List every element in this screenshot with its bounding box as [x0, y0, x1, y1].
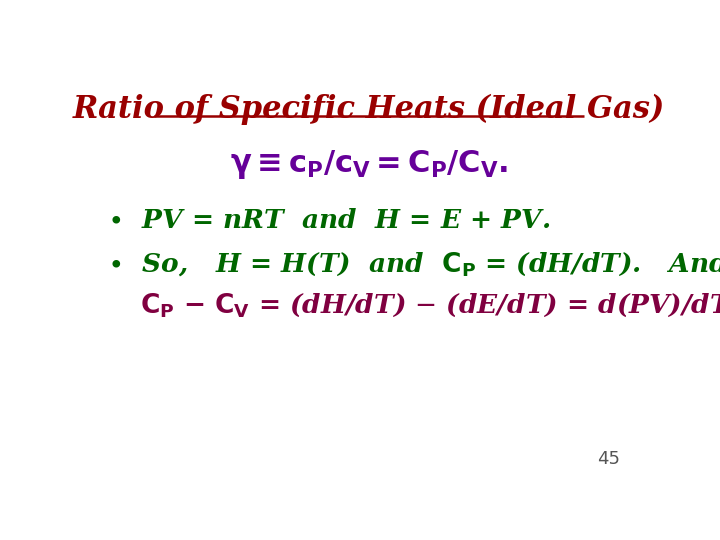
Text: $\bullet$  PV = nRT  and  H = E + PV.: $\bullet$ PV = nRT and H = E + PV.: [107, 208, 550, 233]
Text: $\mathbf{C_P}$ $\mathbf{-}$ $\mathbf{C_V}$ = (dH/dT) $-$ (dE/dT) = d(PV)/dT = nR: $\mathbf{C_P}$ $\mathbf{-}$ $\mathbf{C_V…: [140, 292, 720, 320]
Text: 45: 45: [597, 450, 620, 468]
Text: Ratio of Specific Heats (Ideal Gas): Ratio of Specific Heats (Ideal Gas): [73, 94, 665, 125]
Text: $\mathbf{\gamma \equiv c_P/c_V = C_P/C_V.}$: $\mathbf{\gamma \equiv c_P/c_V = C_P/C_V…: [230, 148, 508, 181]
Text: $\bullet$  So,   H = H(T)  and  $\mathbf{C_P}$ = (dH/dT).   And:: $\bullet$ So, H = H(T) and $\mathbf{C_P}…: [107, 250, 720, 278]
